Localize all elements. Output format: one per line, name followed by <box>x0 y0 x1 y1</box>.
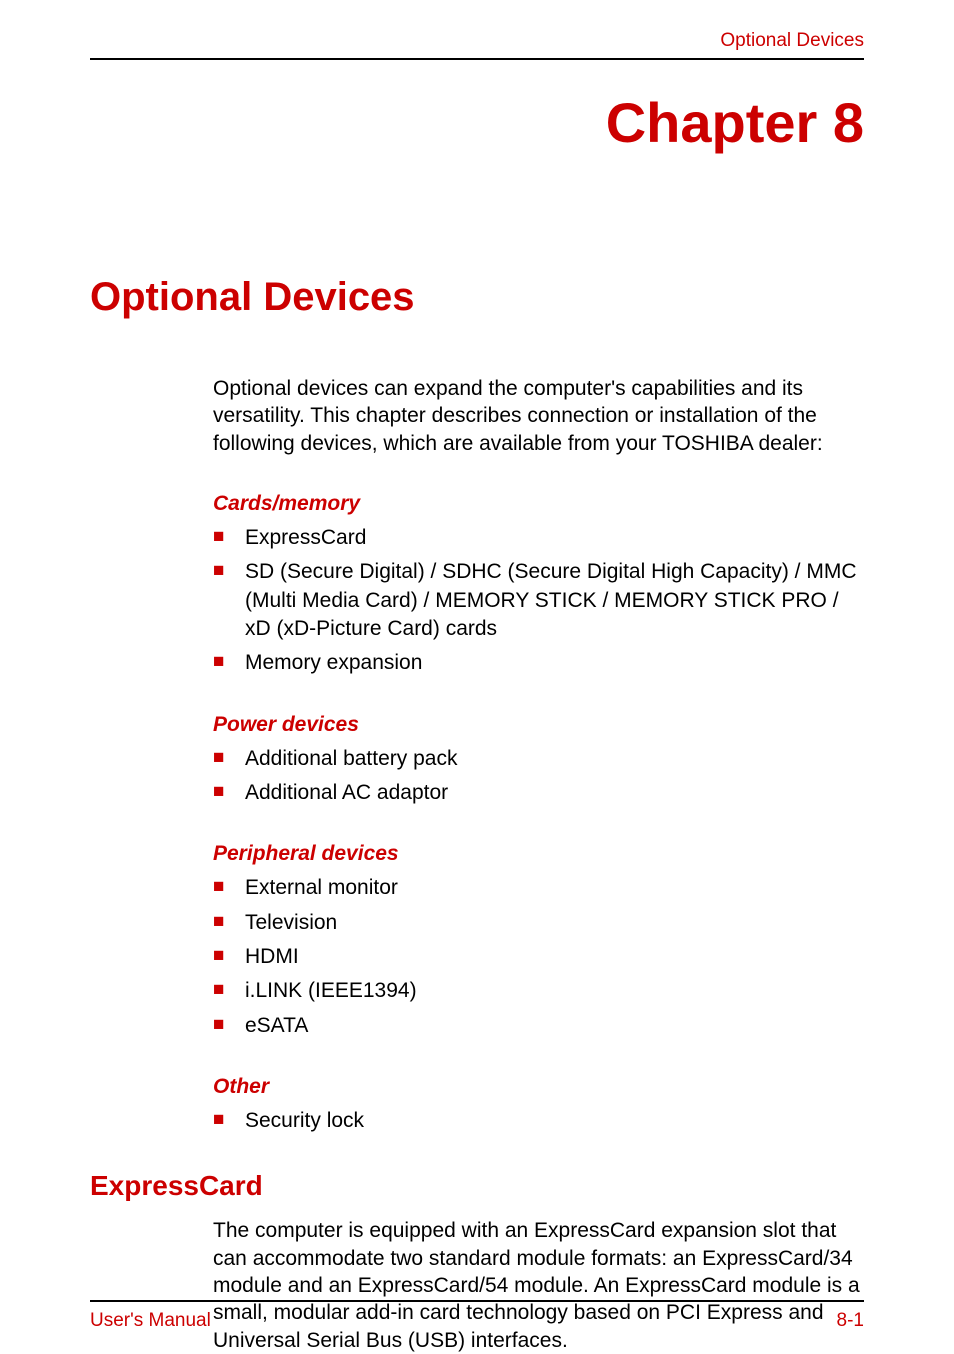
page-footer: User's Manual 8-1 <box>90 1300 864 1332</box>
peripheral-devices-list: External monitor Television HDMI i.LINK … <box>213 874 864 1040</box>
list-item: Memory expansion <box>213 649 864 677</box>
footer-row: User's Manual 8-1 <box>90 1310 864 1332</box>
list-item: External monitor <box>213 874 864 902</box>
intro-paragraph-block: Optional devices can expand the computer… <box>213 375 864 1135</box>
list-item: Additional battery pack <box>213 745 864 773</box>
footer-left: User's Manual <box>90 1310 211 1332</box>
list-item: Additional AC adaptor <box>213 779 864 807</box>
list-item: HDMI <box>213 943 864 971</box>
other-list: Security lock <box>213 1107 864 1135</box>
cards-memory-list: ExpressCard SD (Secure Digital) / SDHC (… <box>213 524 864 678</box>
list-item: i.LINK (IEEE1394) <box>213 977 864 1005</box>
chapter-label: Chapter 8 <box>90 90 864 155</box>
list-item: SD (Secure Digital) / SDHC (Secure Digit… <box>213 558 864 643</box>
section-heading-peripheral-devices: Peripheral devices <box>213 842 864 866</box>
expresscard-block: The computer is equipped with an Express… <box>213 1217 864 1353</box>
section-heading-cards-memory: Cards/memory <box>213 492 864 516</box>
footer-right: 8-1 <box>837 1310 864 1332</box>
running-title: Optional Devices <box>720 30 864 51</box>
footer-divider <box>90 1300 864 1302</box>
list-item: eSATA <box>213 1012 864 1040</box>
subsection-heading-expresscard: ExpressCard <box>90 1170 864 1202</box>
expresscard-paragraph: The computer is equipped with an Express… <box>213 1217 864 1353</box>
header-divider <box>90 58 864 60</box>
section-heading-other: Other <box>213 1075 864 1099</box>
page-header: Optional Devices <box>90 30 864 52</box>
main-heading: Optional Devices <box>90 275 864 320</box>
section-heading-power-devices: Power devices <box>213 713 864 737</box>
intro-paragraph: Optional devices can expand the computer… <box>213 375 864 457</box>
list-item: ExpressCard <box>213 524 864 552</box>
list-item: Security lock <box>213 1107 864 1135</box>
power-devices-list: Additional battery pack Additional AC ad… <box>213 745 864 808</box>
list-item: Television <box>213 909 864 937</box>
